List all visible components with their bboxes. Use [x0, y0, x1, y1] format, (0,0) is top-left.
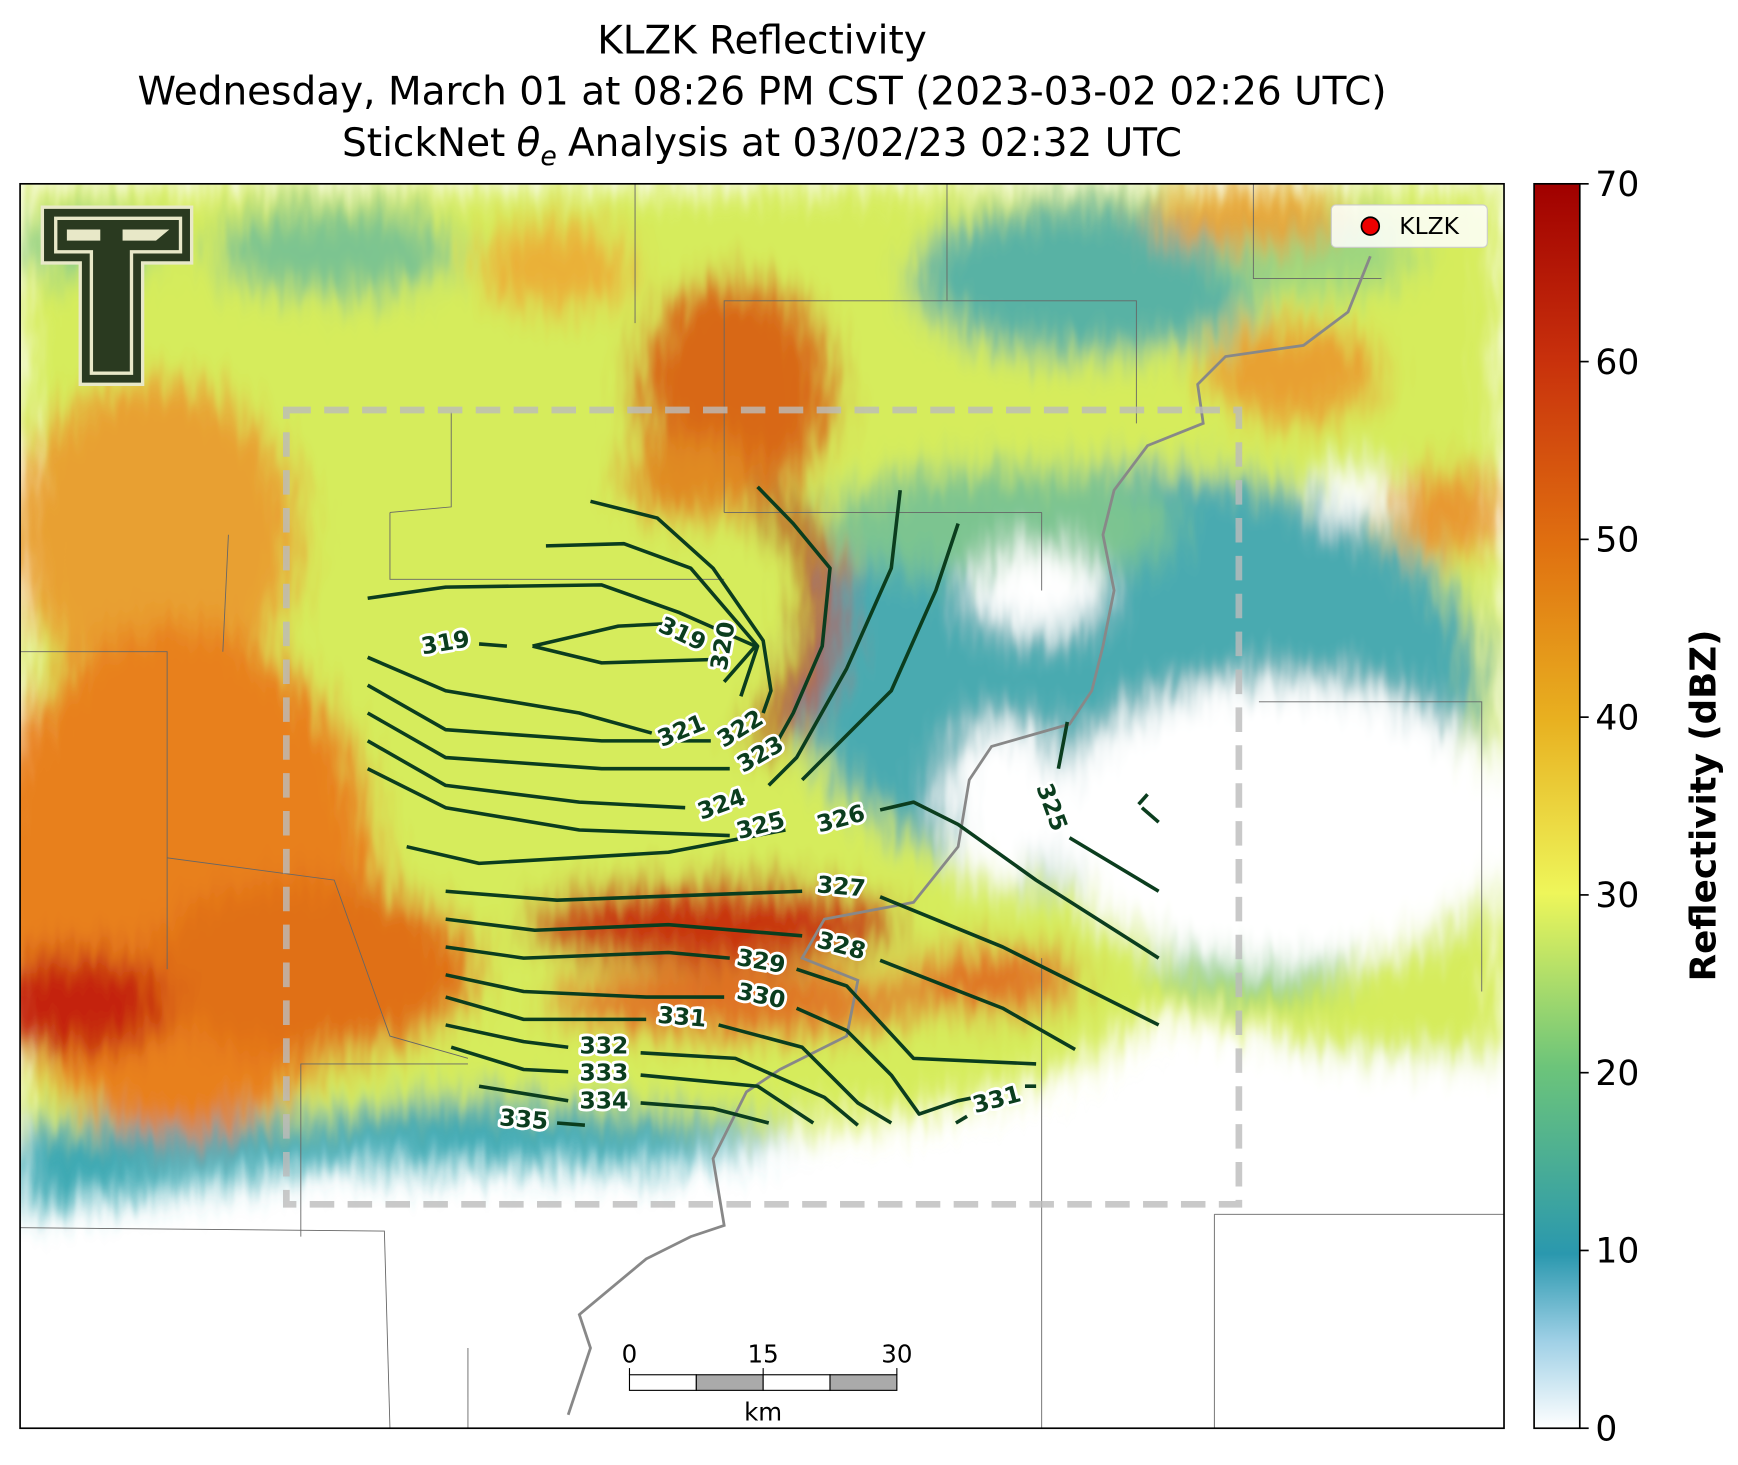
title: KLZK Reflectivity Wednesday, March 01 at…	[137, 18, 1386, 171]
title-text: StickNet	[342, 121, 505, 166]
contour-label: 335	[498, 1103, 549, 1135]
title-line: KLZK Reflectivity	[597, 18, 927, 63]
contour-label: 327	[816, 870, 867, 902]
logo	[40, 205, 194, 387]
title-line: StickNet θe Analysis at 03/02/23 02:32 UTC	[342, 121, 1182, 172]
scale-tick-label: 30	[881, 1340, 912, 1369]
scale-tick-label: 0	[622, 1340, 638, 1369]
scale-bar: 0 15 30 km	[622, 1340, 913, 1427]
colorbar-tick-label: 0	[1595, 1409, 1617, 1449]
scale-unit: km	[744, 1397, 782, 1426]
colorbar-tick-label: 70	[1595, 165, 1639, 205]
title-subscript: e	[540, 141, 556, 172]
legend: KLZK	[1330, 204, 1488, 248]
colorbar-tick-label: 40	[1595, 698, 1639, 738]
legend-label: KLZK	[1399, 212, 1459, 240]
contour-label: 331	[656, 1001, 707, 1033]
contour-label: 333	[579, 1058, 628, 1086]
theta-e-contours	[366, 485, 1160, 1127]
colorbar-tick-label: 10	[1595, 1232, 1639, 1272]
scale-segment	[628, 1374, 697, 1391]
analysis-domain	[282, 406, 1243, 1208]
scale-segment	[762, 1374, 831, 1391]
colorbar-tick-label: 20	[1595, 1054, 1639, 1094]
colorbar-gradient	[1533, 182, 1581, 1430]
title-symbol: θ	[517, 121, 541, 166]
scale-segment	[829, 1374, 898, 1391]
title-line: Wednesday, March 01 at 08:26 PM CST (202…	[137, 70, 1386, 115]
colorbar-tick-label: 30	[1595, 876, 1639, 916]
colorbar: Reflectivity (dBZ) 0 10 20 30 40 50 60 70	[1533, 165, 1725, 1449]
contour-label: 332	[579, 1032, 628, 1060]
contour-label: 334	[579, 1086, 628, 1114]
scale-tick-label: 15	[748, 1340, 779, 1369]
colorbar-label: Reflectivity (dBZ)	[1684, 630, 1725, 982]
map-frame	[19, 182, 1505, 1430]
radar-site-marker	[1360, 216, 1381, 236]
county-borders	[20, 183, 1505, 1429]
colorbar-tick-label: 60	[1595, 343, 1639, 383]
title-text: Analysis at 03/02/23 02:32 UTC	[568, 121, 1182, 166]
colorbar-tick-label: 50	[1595, 521, 1639, 561]
scale-segment	[695, 1374, 764, 1391]
